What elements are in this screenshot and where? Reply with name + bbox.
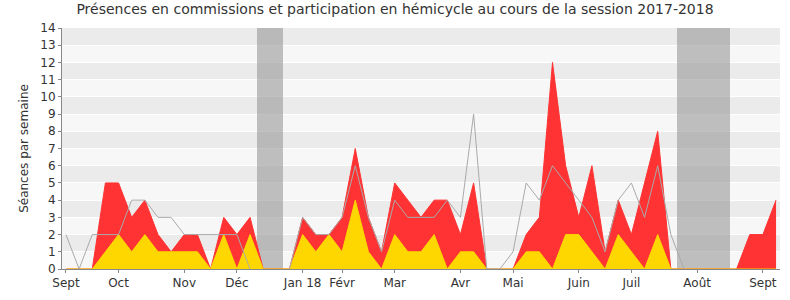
- svg-text:6: 6: [48, 159, 56, 173]
- svg-text:Présences en commissions et pa: Présences en commissions et participatio…: [76, 1, 713, 17]
- svg-text:5: 5: [48, 176, 56, 190]
- svg-text:Juin: Juin: [567, 276, 590, 290]
- svg-text:11: 11: [40, 73, 55, 87]
- svg-text:8: 8: [48, 124, 56, 138]
- svg-text:Oct: Oct: [108, 276, 129, 290]
- svg-text:Août: Août: [683, 276, 711, 290]
- svg-text:Mai: Mai: [503, 276, 524, 290]
- svg-text:0: 0: [48, 262, 56, 276]
- svg-text:7: 7: [48, 142, 56, 156]
- svg-text:14: 14: [40, 21, 55, 35]
- svg-text:3: 3: [48, 211, 56, 225]
- svg-text:Nov: Nov: [173, 276, 196, 290]
- svg-text:13: 13: [40, 38, 55, 52]
- svg-text:Séances par semaine: Séances par semaine: [17, 84, 31, 213]
- svg-text:Déc: Déc: [225, 276, 248, 290]
- svg-text:2: 2: [48, 228, 56, 242]
- svg-text:Juil: Juil: [621, 276, 640, 290]
- svg-text:10: 10: [40, 90, 55, 104]
- svg-text:4: 4: [48, 193, 56, 207]
- svg-text:Avr: Avr: [451, 276, 471, 290]
- svg-text:Mar: Mar: [383, 276, 406, 290]
- svg-text:12: 12: [40, 56, 55, 70]
- svg-text:Jan 18: Jan 18: [283, 276, 322, 290]
- svg-text:Sept: Sept: [749, 276, 777, 290]
- svg-text:1: 1: [48, 245, 56, 259]
- svg-text:9: 9: [48, 107, 56, 121]
- svg-text:Févr: Févr: [329, 276, 355, 290]
- svg-text:Sept: Sept: [52, 276, 80, 290]
